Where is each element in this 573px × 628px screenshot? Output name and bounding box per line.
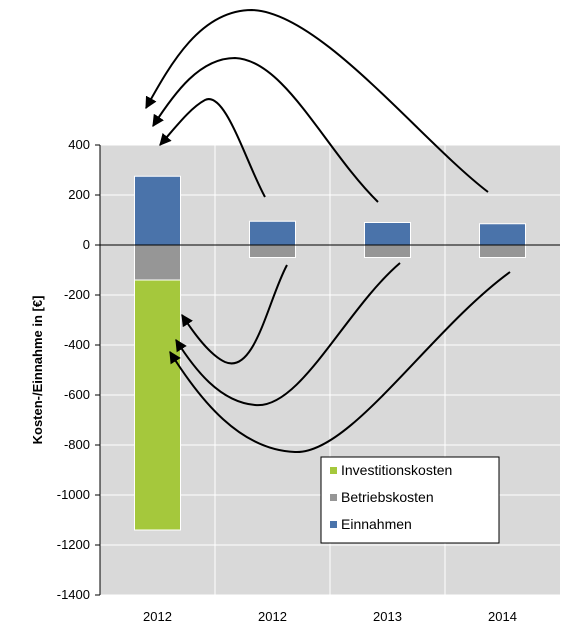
x-tick-label: 2013 bbox=[373, 609, 402, 624]
legend-box bbox=[320, 456, 500, 544]
y-tick-label: -200 bbox=[64, 287, 90, 302]
bar-investitionskosten bbox=[134, 279, 181, 531]
bar-betriebskosten bbox=[134, 244, 181, 281]
bar-betriebskosten bbox=[249, 244, 296, 258]
legend-label: Investitionskosten bbox=[341, 462, 452, 478]
arrow-betriebskosten-2012 bbox=[181, 264, 288, 365]
y-tick-label: 200 bbox=[68, 187, 90, 202]
bar-einnahmen bbox=[364, 222, 411, 246]
x-tick-label: 2012 bbox=[143, 609, 172, 624]
arrow-betriebskosten-2014 bbox=[169, 271, 511, 454]
legend-swatch bbox=[330, 467, 337, 474]
y-tick-label: -1000 bbox=[57, 487, 90, 502]
y-tick-labels: 400 200 0 -200 -400 -600 -800 -1000 -1200 -1400 bbox=[57, 137, 100, 602]
arrow-einnahmen-2012 bbox=[159, 98, 266, 198]
einnahmen-arrows bbox=[145, 8, 489, 203]
arrow-einnahmen-2013 bbox=[152, 56, 379, 203]
bar-einnahmen bbox=[134, 175, 181, 246]
legend-label: Betriebskosten bbox=[341, 489, 434, 505]
bar-einnahmen bbox=[249, 220, 296, 246]
legend: Investitionskosten Betriebskosten Einnahme… bbox=[320, 456, 500, 544]
y-tick-label: 0 bbox=[83, 237, 90, 252]
bar-betriebskosten bbox=[364, 244, 411, 258]
bar-betriebskosten bbox=[479, 244, 526, 258]
y-axis-title: Kosten-/Einnahme in [€] bbox=[30, 296, 45, 445]
y-tick-label: 400 bbox=[68, 137, 90, 152]
y-tick-label: -1200 bbox=[57, 537, 90, 552]
y-tick-label: -800 bbox=[64, 437, 90, 452]
x-tick-labels: 2012 2012 2013 2014 bbox=[143, 609, 517, 624]
legend-swatch bbox=[330, 521, 337, 528]
x-tick-label: 2014 bbox=[488, 609, 517, 624]
y-tick-label: -400 bbox=[64, 337, 90, 352]
legend-label: Einnahmen bbox=[341, 516, 412, 532]
legend-swatch bbox=[330, 494, 337, 501]
legend-items: Investitionskosten Betriebskosten Einnahme… bbox=[330, 462, 452, 532]
x-tick-label: 2012 bbox=[258, 609, 287, 624]
y-tick-label: -600 bbox=[64, 387, 90, 402]
arrow-betriebskosten-2013 bbox=[175, 262, 401, 407]
bar-einnahmen bbox=[479, 223, 526, 246]
y-tick-label: -1400 bbox=[57, 587, 90, 602]
arrow-einnahmen-2014 bbox=[145, 8, 489, 193]
betriebskosten-arrows bbox=[169, 262, 511, 454]
bars bbox=[134, 175, 526, 531]
